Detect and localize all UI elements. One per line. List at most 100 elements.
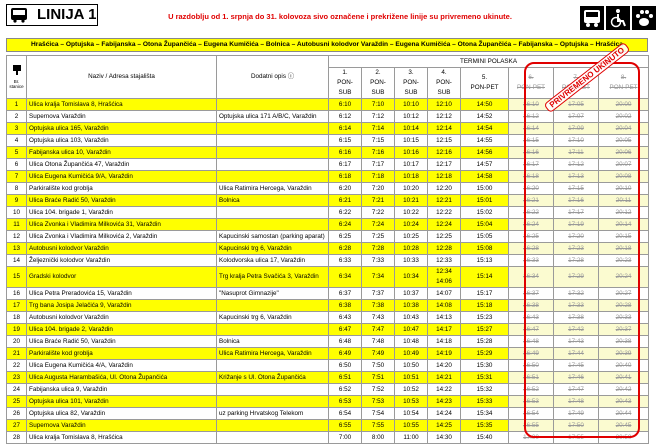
departure-time: 16:33 (508, 254, 554, 267)
departure-time: 12:22 (427, 206, 461, 219)
departure-time: 15:08 (460, 242, 509, 255)
departure-time: 10:28 (394, 242, 428, 255)
departure-column-header: 4. PON-SUB (427, 67, 461, 99)
column-number: 1. (342, 69, 348, 76)
stop-number: 18 (6, 311, 27, 324)
stop-description (216, 98, 329, 111)
departure-time: 15:14 (460, 266, 509, 288)
stop-row: 10 Ulica 104. brigade 1, Varaždin 6:22 7:22… (6, 206, 650, 219)
stop-row: 26 Optujska ulica 82, Varaždin uz parking … (6, 407, 650, 420)
departure-time: 20:04 (597, 122, 650, 135)
stop-number: 11 (6, 218, 27, 231)
departure-time: 20:42 (597, 383, 650, 396)
departure-time: 14:52 (460, 110, 509, 123)
departure-time: 14:23 (427, 395, 461, 408)
departure-time: 16:16 (508, 146, 554, 159)
stop-description (216, 170, 329, 183)
departure-time: 10:47 (394, 323, 428, 336)
departure-time: 14:17 (427, 323, 461, 336)
departure-time: 10:43 (394, 311, 428, 324)
departure-time: 14:50 (460, 98, 509, 111)
stop-name: Optujska ulica 103, Varaždin (26, 134, 217, 147)
departures-header: TERMINI POLASKA (327, 55, 650, 68)
bus-stop-icon (12, 65, 21, 75)
stop-name: Ulica kralja Tomislava 8, Hrašćica (26, 431, 217, 444)
column-days: PON-SUB (403, 79, 419, 96)
departure-time: 10:53 (394, 395, 428, 408)
departure-time: 17:17 (553, 206, 599, 219)
departure-time: 12:14 (427, 122, 461, 135)
stop-name: Ulica Augusta Harambašića, Ul. Otona Žup… (26, 371, 217, 384)
stop-name: Ulica 104. brigade 1, Varaždin (26, 206, 217, 219)
departure-time: 10:33 (394, 254, 428, 267)
departure-time: 16:47 (508, 323, 554, 336)
stop-name: Ulica Braće Radić 50, Varaždin (26, 194, 217, 207)
departure-time: 17:00 (508, 431, 554, 444)
stop-name: Ulica Petra Preradovića 15, Varaždin (26, 287, 217, 300)
departure-time: 10:34 (394, 266, 428, 288)
departure-time: 7:20 (361, 182, 395, 195)
departure-time: 6:25 (328, 230, 362, 243)
departure-time: 17:38 (553, 311, 599, 324)
stop-row: 8 Parkiralište kod groblja Ulica Ratimira … (6, 182, 650, 195)
stop-name: Fabijanska ulica 10, Varaždin (26, 146, 217, 159)
departure-time: 7:10 (361, 98, 395, 111)
stop-number: 24 (6, 383, 27, 396)
departure-time: 20:33 (597, 311, 650, 324)
departure-time: 10:49 (394, 347, 428, 360)
departure-time: 20:05 (597, 134, 650, 147)
departure-time: 15:04 (460, 218, 509, 231)
departure-time: 16:52 (508, 383, 554, 396)
departure-time: 6:34 (328, 266, 362, 288)
departure-time: 10:50 (394, 359, 428, 372)
departure-time: 20:08 (597, 170, 650, 183)
departure-time: 7:47 (361, 323, 395, 336)
departure-time: 6:16 (328, 146, 362, 159)
departure-column-header: 6. PON-PET (508, 67, 554, 99)
departure-time: 6:48 (328, 335, 362, 348)
stop-description (216, 218, 329, 231)
departure-time: 10:10 (394, 98, 428, 111)
departure-time: 16:18 (508, 170, 554, 183)
stop-number: 12 (6, 230, 27, 243)
departure-time: 6:14 (328, 122, 362, 135)
departure-time: 15:33 (460, 395, 509, 408)
stop-row: 15 Gradski kolodvor Trg kralja Petra Svači… (6, 266, 650, 288)
stop-name: Gradski kolodvor (26, 266, 217, 288)
stop-name: Optujska ulica 165, Varaždin (26, 122, 217, 135)
stop-name: Supernova Varaždin (26, 419, 217, 432)
departure-time: 15:29 (460, 347, 509, 360)
stop-number: 9 (6, 194, 27, 207)
stop-description (216, 359, 329, 372)
departure-time: 20:39 (597, 347, 650, 360)
stop-number: 5 (6, 146, 27, 159)
departure-time: 16:28 (508, 242, 554, 255)
stop-row: 19 Ulica 104. brigade 2, Varaždin 6:47 7:47… (6, 323, 650, 336)
departure-time: 14:07 (427, 287, 461, 300)
stop-row: 28 Ulica kralja Tomislava 8, Hrašćica 7:00… (6, 431, 650, 444)
stop-number: 10 (6, 206, 27, 219)
stop-name: Ulica Braće Radić 50, Varaždin (26, 335, 217, 348)
departure-time: 7:21 (361, 194, 395, 207)
stop-name: Autobusni kolodvor Varaždin (26, 311, 217, 324)
departure-time: 14:13 (427, 311, 461, 324)
stop-description (216, 395, 329, 408)
stop-description: Ulica Ratimira Hercega, Varaždin (216, 347, 329, 360)
departure-time: 17:16 (553, 194, 599, 207)
departure-time: 15:17 (460, 287, 509, 300)
departure-time: 16:21 (508, 194, 554, 207)
stop-row: 22 Ulica Eugena Kumičića 4/A, Varaždin 6:5… (6, 359, 650, 372)
departure-time: 17:50 (553, 419, 599, 432)
header-row: Br. stanice Naziv / Adresa stajališta Doda… (6, 55, 650, 99)
departure-time: 7:25 (361, 230, 395, 243)
stop-description: Bolnica (216, 335, 329, 348)
departure-time: 17:33 (553, 299, 599, 312)
departure-time: 15:02 (460, 206, 509, 219)
departure-time: 7:34 (361, 266, 395, 288)
departure-time: 7:50 (361, 359, 395, 372)
departure-time: 6:17 (328, 158, 362, 171)
stop-row: 27 Supernova Varaždin 6:55 7:55 10:55 14:25 15… (6, 419, 650, 432)
departure-time: 20:10 (597, 182, 650, 195)
departure-time: 20:41 (597, 371, 650, 384)
